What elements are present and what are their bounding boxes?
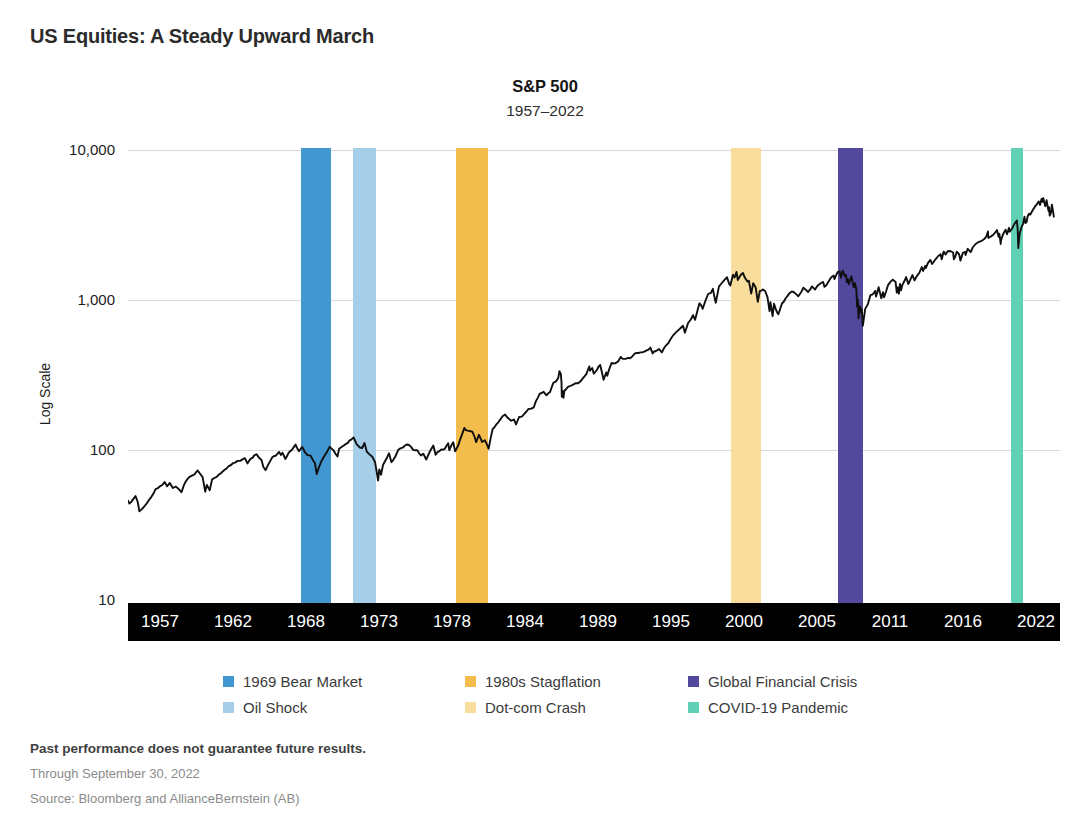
legend: 1969 Bear Market Oil Shock 1980s Stagfla… bbox=[0, 668, 1090, 724]
legend-item-dotcom-crash: Dot-com Crash bbox=[465, 694, 601, 720]
page-root: US Equities: A Steady Upward March S&P 5… bbox=[0, 0, 1090, 832]
x-axis-year-label: 2022 bbox=[1017, 612, 1055, 632]
x-axis-year-label: 2011 bbox=[872, 612, 909, 632]
legend-column: 1969 Bear Market Oil Shock bbox=[223, 668, 362, 720]
y-axis-tick-label: 10 bbox=[25, 590, 115, 610]
legend-item-financial-crisis: Global Financial Crisis bbox=[688, 668, 857, 694]
legend-label: 1969 Bear Market bbox=[243, 673, 362, 690]
x-axis-year-label: 1984 bbox=[506, 612, 544, 632]
legend-label: COVID-19 Pandemic bbox=[708, 699, 848, 716]
chart-title: S&P 500 bbox=[0, 77, 1090, 96]
footer-through-date: Through September 30, 2022 bbox=[30, 766, 200, 781]
footer-source: Source: Bloomberg and AllianceBernstein … bbox=[30, 791, 300, 806]
sp500-line-path bbox=[128, 198, 1054, 511]
plot-area bbox=[128, 148, 1060, 603]
legend-swatch-covid-pandemic bbox=[688, 702, 699, 713]
x-axis-year-label: 1995 bbox=[652, 612, 690, 632]
x-axis-year-label: 2005 bbox=[798, 612, 836, 632]
y-axis-tick-label: 1,000 bbox=[25, 290, 115, 310]
legend-item-stagflation: 1980s Stagflation bbox=[465, 668, 601, 694]
legend-swatch-bear-market bbox=[223, 676, 234, 687]
legend-swatch-oil-shock bbox=[223, 702, 234, 713]
legend-item-oil-shock: Oil Shock bbox=[223, 694, 362, 720]
page-title: US Equities: A Steady Upward March bbox=[30, 25, 374, 48]
legend-column: Global Financial Crisis COVID-19 Pandemi… bbox=[688, 668, 857, 720]
legend-swatch-financial-crisis bbox=[688, 676, 699, 687]
legend-column: 1980s Stagflation Dot-com Crash bbox=[465, 668, 601, 720]
legend-label: Global Financial Crisis bbox=[708, 673, 857, 690]
legend-swatch-stagflation bbox=[465, 676, 476, 687]
x-axis-year-label: 1962 bbox=[214, 612, 252, 632]
legend-swatch-dotcom-crash bbox=[465, 702, 476, 713]
legend-item-covid-pandemic: COVID-19 Pandemic bbox=[688, 694, 857, 720]
legend-label: 1980s Stagflation bbox=[485, 673, 601, 690]
x-axis-year-label: 1957 bbox=[141, 612, 179, 632]
legend-label: Oil Shock bbox=[243, 699, 307, 716]
footer-disclaimer: Past performance does not guarantee futu… bbox=[30, 741, 366, 756]
legend-label: Dot-com Crash bbox=[485, 699, 586, 716]
legend-item-bear-market: 1969 Bear Market bbox=[223, 668, 362, 694]
x-axis-year-label: 2000 bbox=[725, 612, 763, 632]
price-line-svg bbox=[128, 148, 1060, 603]
y-axis-tick-label: 10,000 bbox=[25, 140, 115, 160]
x-axis-year-label: 1973 bbox=[360, 612, 398, 632]
x-axis-year-label: 1968 bbox=[287, 612, 325, 632]
x-axis-bar: 1957 1962 1968 1973 1978 1984 1989 1995 2000 2005… bbox=[128, 603, 1060, 641]
x-axis-year-label: 1989 bbox=[579, 612, 617, 632]
chart-subtitle: 1957–2022 bbox=[0, 102, 1090, 120]
y-axis-title: Log Scale bbox=[35, 335, 55, 453]
x-axis-year-label: 2016 bbox=[944, 612, 982, 632]
x-axis-year-label: 1978 bbox=[433, 612, 471, 632]
